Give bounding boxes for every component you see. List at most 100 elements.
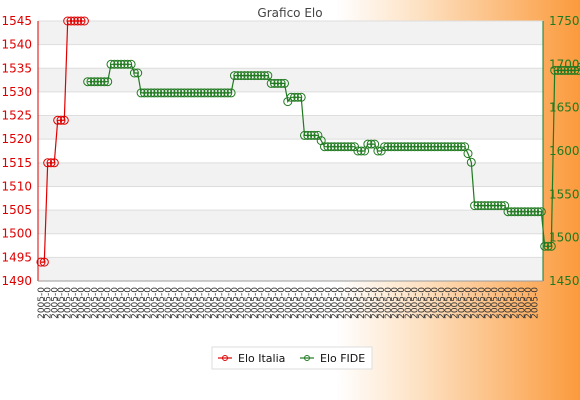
data-point [246, 71, 256, 81]
data-point [136, 88, 146, 98]
data-point [430, 142, 440, 152]
legend-label: Elo FIDE [320, 352, 365, 365]
data-point [206, 88, 216, 98]
x-tick-label: 2005-0 [210, 287, 220, 319]
data-point [59, 115, 69, 125]
x-tick-label: 2005-0 [324, 287, 334, 319]
data-point [476, 201, 486, 211]
data-point [266, 78, 276, 88]
legend-marker [304, 355, 310, 361]
data-point [366, 139, 376, 149]
data-point [300, 130, 309, 140]
data-point [73, 16, 83, 26]
x-tick-label: 2005-0 [431, 287, 441, 319]
data-point [253, 71, 263, 81]
data-point [390, 142, 400, 152]
data-point [413, 142, 423, 152]
data-point [510, 207, 520, 217]
data-point [149, 88, 159, 98]
data-point [383, 142, 393, 152]
x-tick-label: 2005-0 [37, 287, 47, 319]
x-tick-label: 2005-0 [124, 287, 134, 319]
data-point [126, 59, 136, 69]
data-point [470, 201, 480, 211]
x-tick-label: 2005-0 [444, 287, 454, 319]
data-point [313, 130, 323, 140]
data-point [196, 88, 206, 98]
x-tick-label: 2005-0 [344, 287, 354, 319]
data-point [213, 88, 223, 98]
data-point [193, 88, 203, 98]
data-point [486, 201, 496, 211]
data-point [146, 88, 156, 98]
data-point [423, 142, 433, 152]
x-tick-label: 2005-0 [331, 287, 341, 319]
data-point [576, 62, 580, 72]
data-point [76, 16, 86, 26]
x-tick-label: 2005-0 [364, 287, 374, 319]
x-tick-label: 2005-0 [377, 287, 387, 319]
right-tick-label: 1500 [549, 231, 580, 245]
x-tick-label: 2005-0 [511, 287, 521, 319]
data-point [270, 78, 279, 88]
x-tick-label: 2005-0 [117, 287, 127, 319]
data-point [513, 207, 523, 217]
x-tick-label: 2005-0 [190, 287, 200, 319]
x-tick-label: 2005-0 [50, 287, 60, 319]
data-point [93, 77, 103, 87]
left-tick-label: 1515 [1, 156, 32, 170]
x-tick-label: 2005-0 [157, 287, 167, 319]
data-point [526, 207, 536, 217]
x-tick-label: 2005-0 [244, 287, 254, 319]
data-point [450, 142, 460, 152]
data-point [106, 59, 116, 69]
x-tick-label: 2005-0 [491, 287, 501, 319]
data-point [236, 71, 246, 81]
x-tick-label: 2005-0 [357, 287, 367, 319]
data-point [220, 88, 229, 98]
x-tick-label: 2005-0 [424, 287, 434, 319]
legend: Elo Italia Elo FIDE [211, 346, 373, 370]
data-point [290, 92, 299, 102]
x-tick-label: 2005-0 [484, 287, 494, 319]
data-point [496, 201, 506, 211]
data-point [320, 142, 329, 152]
data-point [79, 16, 89, 26]
x-tick-label: 2005-0 [217, 287, 227, 319]
x-tick-label: 2005-0 [110, 287, 120, 319]
data-point [189, 88, 199, 98]
data-point [353, 146, 363, 156]
x-tick-label: 2005-0 [97, 287, 107, 319]
x-tick-label: 2005-0 [284, 287, 294, 319]
left-tick-label: 1490 [1, 274, 32, 288]
x-tick-label: 2005-0 [524, 287, 534, 319]
data-point [506, 207, 516, 217]
data-point [233, 71, 243, 81]
x-tick-label: 2005-0 [224, 287, 234, 319]
data-point [176, 88, 186, 98]
data-point [573, 65, 580, 75]
data-point [169, 88, 179, 98]
data-point [286, 92, 296, 102]
x-tick-label: 2005-0 [257, 287, 267, 319]
x-tick-label: 2005-0 [531, 287, 541, 319]
data-point [346, 142, 356, 152]
data-point [540, 241, 550, 251]
data-point [333, 142, 343, 152]
data-point [566, 65, 576, 75]
data-point [69, 16, 79, 26]
data-point [263, 71, 273, 81]
x-tick-label: 2005-0 [384, 287, 394, 319]
data-point [473, 201, 483, 211]
data-point [139, 88, 149, 98]
data-point [336, 142, 346, 152]
data-point [260, 71, 269, 81]
right-tick-label: 1550 [549, 187, 580, 201]
data-point [533, 207, 543, 217]
data-point [99, 77, 109, 87]
data-point [223, 88, 233, 98]
legend-label: Elo Italia [238, 352, 285, 365]
x-tick-label: 2005-0 [451, 287, 461, 319]
left-tick-label: 1500 [1, 227, 32, 241]
